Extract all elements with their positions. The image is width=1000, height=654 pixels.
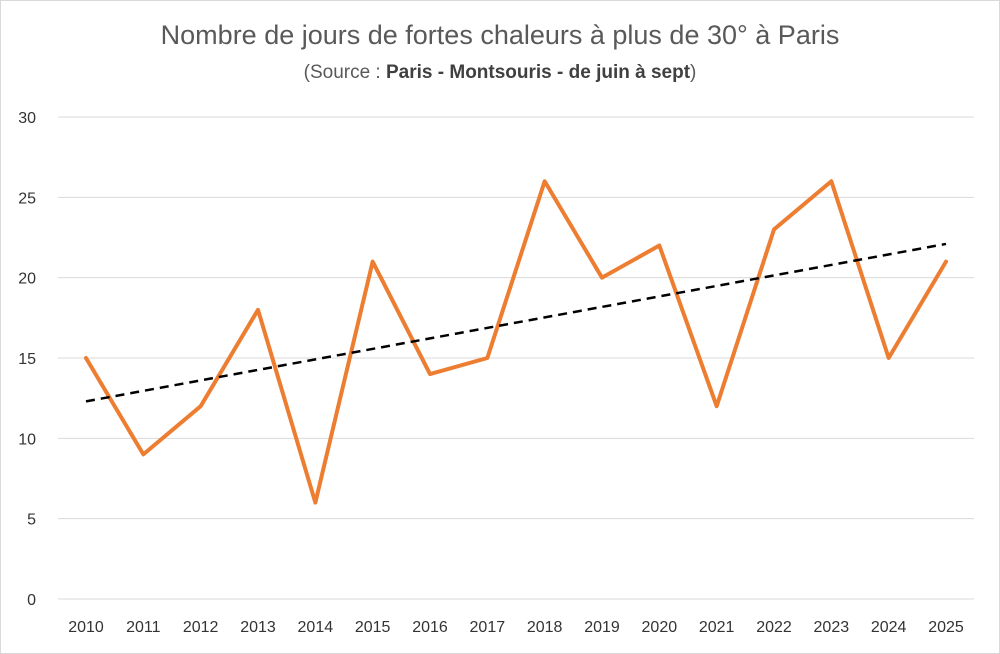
- x-tick-label: 2014: [298, 619, 334, 636]
- series-line: [84, 179, 948, 505]
- y-tick-label: 25: [18, 190, 36, 207]
- x-tick-label: 2025: [928, 619, 964, 636]
- grid-layer: [58, 116, 974, 600]
- x-tick-label: 2010: [68, 619, 104, 636]
- x-tick-label: 2020: [642, 619, 678, 636]
- x-axis: 2010 2011 2012 2013 2014 2015 2016 2017 2018 2019…: [68, 619, 964, 636]
- y-axis: 0 5 10 15 20 25 30: [18, 110, 36, 609]
- subtitle-suffix: ): [690, 62, 697, 83]
- x-tick-label: 2023: [814, 619, 850, 636]
- x-tick-label: 2017: [470, 619, 506, 636]
- chart-subtitle: (Source : Paris - Montsouris - de juin à…: [0, 62, 1000, 84]
- y-tick-label: 0: [27, 592, 36, 609]
- x-tick-label: 2019: [584, 619, 620, 636]
- x-tick-label: 2018: [527, 619, 563, 636]
- y-tick-label: 15: [18, 351, 36, 368]
- x-tick-label: 2016: [412, 619, 448, 636]
- x-tick-label: 2015: [355, 619, 391, 636]
- y-tick-label: 5: [27, 512, 36, 529]
- series-layer: [84, 179, 948, 505]
- x-tick-label: 2011: [126, 619, 161, 636]
- x-tick-label: 2022: [756, 619, 792, 636]
- y-tick-label: 20: [18, 271, 36, 288]
- x-tick-label: 2013: [240, 619, 276, 636]
- y-tick-label: 30: [18, 110, 36, 127]
- x-tick-label: 2021: [699, 619, 735, 636]
- subtitle-source: Paris - Montsouris - de juin à sept: [386, 62, 691, 83]
- x-tick-label: 2024: [871, 619, 907, 636]
- subtitle-prefix: (Source :: [303, 62, 386, 83]
- x-tick-label: 2012: [183, 619, 219, 636]
- y-tick-label: 10: [18, 431, 36, 448]
- trendline: [85, 242, 947, 403]
- trend-layer: [85, 242, 947, 403]
- chart-title: Nombre de jours de fortes chaleurs à plu…: [160, 20, 840, 50]
